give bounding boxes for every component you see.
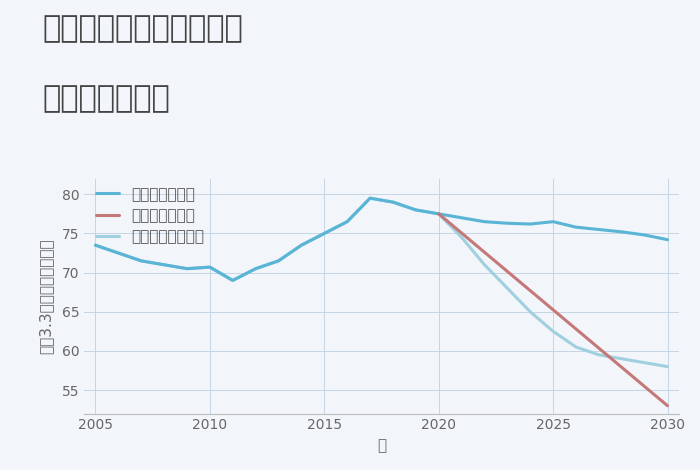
ノーマルシナリオ xyxy=(183,266,191,272)
グッドシナリオ xyxy=(366,196,375,201)
ノーマルシナリオ xyxy=(457,235,466,240)
ノーマルシナリオ xyxy=(389,199,397,205)
Text: 兵庫県西宮市津門川町の: 兵庫県西宮市津門川町の xyxy=(42,14,243,43)
Legend: グッドシナリオ, バッドシナリオ, ノーマルシナリオ: グッドシナリオ, バッドシナリオ, ノーマルシナリオ xyxy=(90,181,210,251)
ノーマルシナリオ xyxy=(435,211,443,217)
ノーマルシナリオ xyxy=(228,278,237,283)
ノーマルシナリオ xyxy=(320,231,328,236)
ノーマルシナリオ xyxy=(298,243,306,248)
グッドシナリオ xyxy=(228,278,237,283)
グッドシナリオ xyxy=(412,207,420,213)
グッドシナリオ xyxy=(435,211,443,217)
ノーマルシナリオ xyxy=(251,266,260,272)
ノーマルシナリオ xyxy=(160,262,168,267)
Text: 土地の価格推移: 土地の価格推移 xyxy=(42,85,169,114)
グッドシナリオ xyxy=(91,243,99,248)
Line: ノーマルシナリオ: ノーマルシナリオ xyxy=(95,198,668,367)
グッドシナリオ xyxy=(160,262,168,267)
ノーマルシナリオ xyxy=(526,309,535,314)
ノーマルシナリオ xyxy=(366,196,375,201)
ノーマルシナリオ xyxy=(549,329,557,334)
グッドシナリオ xyxy=(503,220,512,226)
グッドシナリオ xyxy=(549,219,557,225)
グッドシナリオ xyxy=(137,258,146,264)
グッドシナリオ xyxy=(664,237,672,243)
X-axis label: 年: 年 xyxy=(377,438,386,453)
Y-axis label: 坪（3.3㎡）単価（万円）: 坪（3.3㎡）単価（万円） xyxy=(38,238,53,354)
ノーマルシナリオ xyxy=(412,207,420,213)
ノーマルシナリオ xyxy=(206,264,214,270)
ノーマルシナリオ xyxy=(480,262,489,267)
ノーマルシナリオ xyxy=(114,250,122,256)
グッドシナリオ xyxy=(617,229,626,235)
グッドシナリオ xyxy=(274,258,283,264)
グッドシナリオ xyxy=(183,266,191,272)
Line: グッドシナリオ: グッドシナリオ xyxy=(95,198,668,281)
グッドシナリオ xyxy=(595,227,603,232)
グッドシナリオ xyxy=(526,221,535,227)
ノーマルシナリオ xyxy=(572,344,580,350)
グッドシナリオ xyxy=(320,231,328,236)
グッドシナリオ xyxy=(298,243,306,248)
ノーマルシナリオ xyxy=(664,364,672,369)
グッドシナリオ xyxy=(343,219,351,225)
ノーマルシナリオ xyxy=(617,356,626,361)
グッドシナリオ xyxy=(251,266,260,272)
グッドシナリオ xyxy=(480,219,489,225)
グッドシナリオ xyxy=(572,224,580,230)
ノーマルシナリオ xyxy=(640,360,649,366)
グッドシナリオ xyxy=(114,250,122,256)
グッドシナリオ xyxy=(640,232,649,238)
グッドシナリオ xyxy=(457,215,466,220)
ノーマルシナリオ xyxy=(595,352,603,358)
ノーマルシナリオ xyxy=(137,258,146,264)
グッドシナリオ xyxy=(389,199,397,205)
グッドシナリオ xyxy=(206,264,214,270)
ノーマルシナリオ xyxy=(343,219,351,225)
ノーマルシナリオ xyxy=(503,285,512,291)
ノーマルシナリオ xyxy=(91,243,99,248)
ノーマルシナリオ xyxy=(274,258,283,264)
